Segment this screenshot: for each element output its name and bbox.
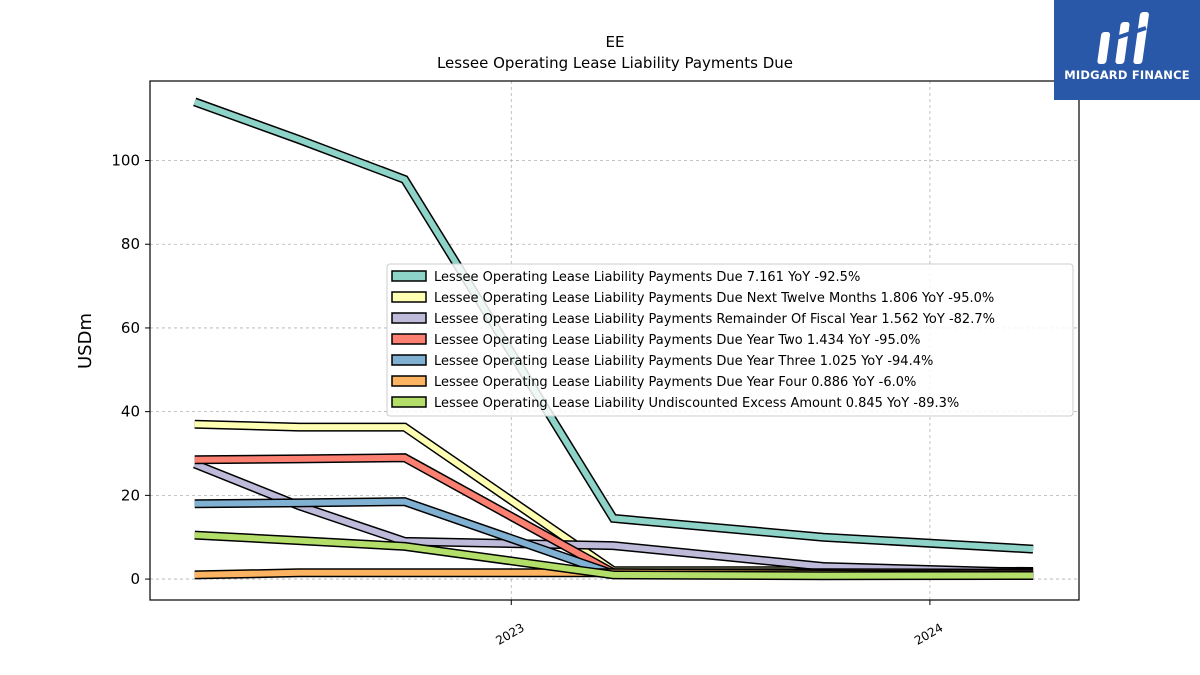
logo-mark-icon (1097, 12, 1149, 64)
legend-entry: Lessee Operating Lease Liability Undisco… (434, 396, 959, 411)
chart-title: EE (606, 33, 625, 51)
legend-swatch (391, 291, 427, 303)
legend-entry: Lessee Operating Lease Liability Payment… (434, 333, 920, 348)
x-tick-label: 2023 (493, 620, 526, 647)
brand-logo: MIDGARD FINANCE (1054, 0, 1200, 100)
legend-swatch (391, 375, 427, 387)
logo-text: MIDGARD FINANCE (1064, 68, 1190, 82)
x-tick-label: 2024 (912, 620, 945, 647)
x-ticks: 2023 2024 (493, 600, 945, 648)
legend-swatch (391, 396, 427, 408)
y-tick-label: 40 (121, 403, 140, 421)
legend-entry: Lessee Operating Lease Liability Payment… (434, 354, 933, 369)
legend: Lessee Operating Lease Liability Payment… (386, 263, 1074, 417)
legend-entry: Lessee Operating Lease Liability Payment… (434, 270, 860, 285)
chart-subtitle: Lessee Operating Lease Liability Payment… (437, 54, 793, 72)
legend-entry: Lessee Operating Lease Liability Payment… (434, 375, 916, 390)
legend-entry: Lessee Operating Lease Liability Payment… (434, 291, 994, 306)
legend-swatch (391, 354, 427, 366)
y-tick-label: 80 (121, 235, 140, 253)
legend-box (386, 263, 1074, 417)
legend-swatch (391, 333, 427, 345)
series-lines (193, 97, 1034, 581)
series-line (194, 532, 1034, 579)
y-axis-label: USDm (75, 313, 96, 369)
y-tick-label: 60 (121, 319, 140, 337)
legend-swatch (391, 270, 427, 282)
y-tick-label: 0 (130, 570, 140, 588)
plot-frame (149, 80, 1080, 601)
legend-entry: Lessee Operating Lease Liability Payment… (434, 312, 995, 327)
y-tick-label: 20 (121, 486, 140, 504)
y-tick-label: 100 (111, 152, 140, 170)
legend-swatch (391, 312, 427, 324)
y-ticks: 0 20 40 60 80 100 (111, 152, 150, 588)
